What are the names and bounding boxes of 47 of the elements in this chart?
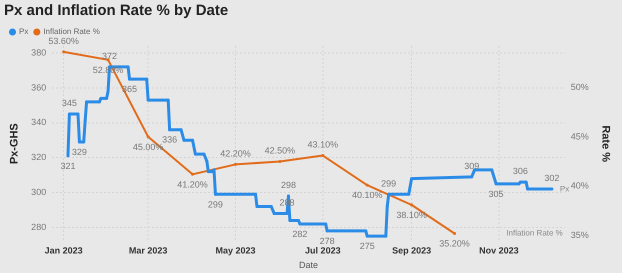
y-axis-title: Px-GHS bbox=[8, 123, 21, 164]
data-label: 35.20% bbox=[439, 238, 470, 248]
data-label: 306 bbox=[512, 166, 528, 176]
y2-tick-label: 50% bbox=[570, 82, 589, 92]
y-tick-label: 380 bbox=[31, 47, 46, 58]
x-tick-label: Sep 2023 bbox=[392, 245, 432, 256]
y-tick-label: 360 bbox=[31, 82, 46, 92]
data-label: 299 bbox=[208, 199, 223, 210]
x-tick-label: Jul 2023 bbox=[305, 245, 341, 256]
y2-tick-label: 45% bbox=[570, 131, 589, 142]
data-label: 275 bbox=[360, 241, 375, 252]
data-label: 43.10% bbox=[308, 140, 338, 150]
data-label: 41.20% bbox=[177, 179, 208, 190]
x-axis-title: Date bbox=[298, 260, 318, 270]
data-label: 298 bbox=[280, 180, 296, 190]
data-label: 305 bbox=[488, 188, 504, 199]
y-tick-label: 280 bbox=[31, 222, 46, 232]
data-label: 321 bbox=[60, 160, 76, 171]
y-tick-label: 340 bbox=[31, 117, 46, 128]
data-label: 336 bbox=[162, 134, 178, 145]
data-label: 282 bbox=[292, 228, 308, 239]
data-label: 38.10% bbox=[396, 210, 427, 220]
x-tick-label: Jan 2023 bbox=[44, 245, 83, 256]
x-tick-label: Nov 2023 bbox=[479, 245, 519, 256]
y2-tick-label: 35% bbox=[570, 230, 589, 240]
chart-title: Px and Inflation Rate % by Date bbox=[4, 2, 228, 20]
data-label: 329 bbox=[72, 146, 87, 157]
data-label: 345 bbox=[62, 98, 77, 108]
legend-label: Inflation Rate % bbox=[43, 27, 100, 36]
data-label: 309 bbox=[464, 160, 480, 171]
x-tick-label: May 2023 bbox=[215, 245, 256, 256]
y-tick-label: 320 bbox=[31, 152, 46, 162]
text: Inflation Rate % bbox=[506, 228, 563, 238]
data-label: 40.10% bbox=[352, 190, 382, 200]
legend-label: Px bbox=[19, 27, 28, 36]
y2-tick-label: 40% bbox=[570, 180, 589, 191]
data-label: 299 bbox=[381, 178, 396, 188]
data-label: 302 bbox=[544, 173, 560, 184]
data-label: 372 bbox=[102, 50, 117, 61]
y-tick-label: 300 bbox=[31, 187, 46, 198]
y2-axis-title: Rate % bbox=[599, 125, 612, 162]
text: Px bbox=[560, 184, 570, 194]
data-label: 42.50% bbox=[264, 145, 296, 156]
x-tick-label: Mar 2023 bbox=[128, 245, 168, 256]
data-label: 53.60% bbox=[48, 36, 79, 46]
data-label: 42.20% bbox=[220, 148, 251, 158]
data-label: 278 bbox=[320, 236, 335, 246]
